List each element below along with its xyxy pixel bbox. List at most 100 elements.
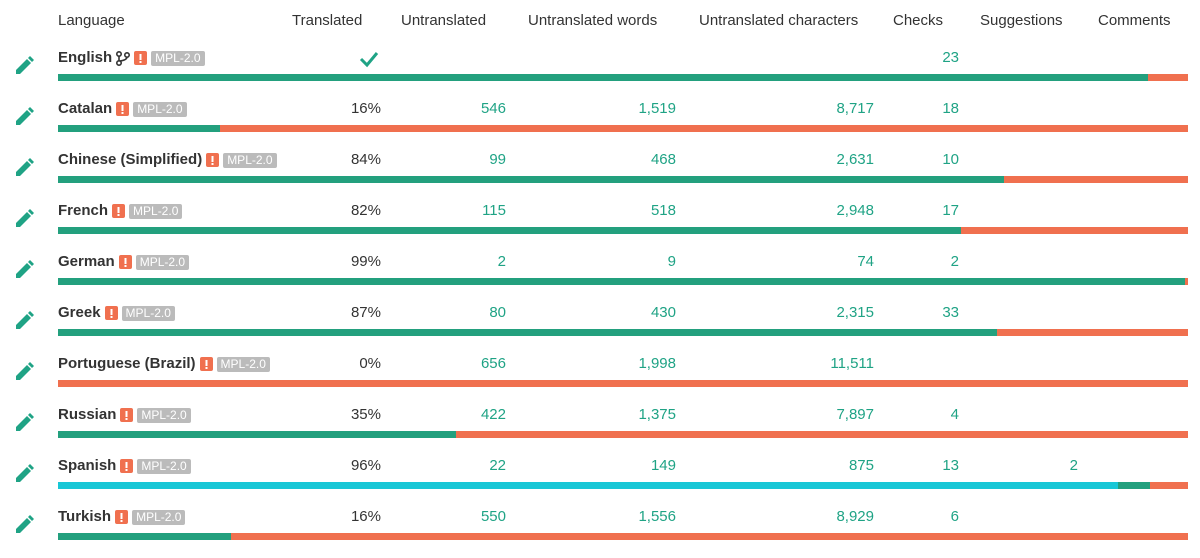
progress-bar <box>58 482 1188 489</box>
alert-icon <box>118 255 132 269</box>
language-name[interactable]: French <box>58 202 109 219</box>
edit-button[interactable] <box>14 360 36 382</box>
license-badge: MPL-2.0 <box>132 509 186 525</box>
checks-cell: 6 <box>950 508 959 525</box>
untranslated-characters-cell: 8,717 <box>836 100 874 117</box>
license-badge: MPL-2.0 <box>137 458 191 474</box>
untranslated-words-cell: 149 <box>650 457 676 474</box>
progress-bar <box>58 380 1188 387</box>
language-name[interactable]: Greek <box>58 304 101 321</box>
translated-cell: 82% <box>350 202 381 219</box>
language-cell: Russian MPL-2.0 <box>58 406 191 424</box>
alert-icon <box>120 459 134 473</box>
untranslated-cell: 2 <box>497 253 506 270</box>
license-badge: MPL-2.0 <box>137 407 191 423</box>
translated-cell: 87% <box>350 304 381 321</box>
license-badge: MPL-2.0 <box>129 203 183 219</box>
edit-button[interactable] <box>14 207 36 229</box>
language-name[interactable]: Spanish <box>58 457 117 474</box>
column-header: Untranslated <box>401 12 487 29</box>
alert-icon <box>112 204 126 218</box>
license-badge: MPL-2.0 <box>151 50 205 66</box>
progress-bar <box>58 176 1188 183</box>
translated-cell: 96% <box>350 457 381 474</box>
column-header: Translated <box>292 12 363 29</box>
translated-segment <box>58 74 1149 81</box>
language-cell: German MPL-2.0 <box>58 253 190 271</box>
checks-cell: 10 <box>942 151 959 168</box>
alert-icon <box>134 51 148 65</box>
translated-cell: 0% <box>359 355 381 372</box>
license-badge: MPL-2.0 <box>135 254 190 270</box>
untranslated-characters-cell: 74 <box>857 253 874 270</box>
language-name[interactable]: English <box>58 49 113 66</box>
progress-bar <box>58 74 1188 81</box>
progress-bar <box>58 431 1188 438</box>
license-badge: MPL-2.0 <box>216 356 270 372</box>
translated-cell: 99% <box>350 253 381 270</box>
untranslated-characters-cell: 8,929 <box>836 508 874 525</box>
column-header: Checks <box>893 12 944 29</box>
language-name[interactable]: Turkish <box>58 508 112 525</box>
language-name[interactable]: Chinese (Simplified) <box>58 151 203 168</box>
checks-cell: 23 <box>942 49 959 66</box>
source-icon <box>116 50 131 66</box>
suggestions-cell: 2 <box>1069 457 1078 474</box>
untranslated-characters-cell: 11,511 <box>830 355 874 372</box>
checks-cell: 18 <box>942 100 959 117</box>
language-cell: Greek MPL-2.0 <box>58 304 175 322</box>
alert-icon <box>116 102 130 116</box>
language-name[interactable]: Catalan <box>58 100 113 117</box>
language-name[interactable]: German <box>58 253 115 270</box>
column-header: Untranslated words <box>528 12 658 29</box>
progress-bar <box>58 278 1188 285</box>
edit-button[interactable] <box>14 309 36 331</box>
edit-button[interactable] <box>14 105 36 127</box>
checks-cell: 33 <box>942 304 959 321</box>
untranslated-characters-cell: 875 <box>848 457 874 474</box>
language-cell: Chinese (Simplified) MPL-2.0 <box>58 151 277 169</box>
untranslated-cell: 656 <box>480 355 506 372</box>
translated-segment <box>58 227 961 234</box>
complete-check <box>359 50 379 68</box>
license-badge: MPL-2.0 <box>223 152 277 168</box>
untranslated-words-cell: 1,998 <box>638 355 676 372</box>
untranslated-cell: 99 <box>489 151 506 168</box>
progress-bar <box>58 227 1188 234</box>
untranslated-words-cell: 1,519 <box>638 100 676 117</box>
language-cell: English MPL-2.0 <box>58 49 205 67</box>
edit-button[interactable] <box>14 411 36 433</box>
license-badge: MPL-2.0 <box>133 101 187 117</box>
untranslated-cell: 22 <box>489 457 506 474</box>
alert-icon <box>206 153 220 167</box>
untranslated-cell: 546 <box>480 100 506 117</box>
language-cell: Portuguese (Brazil) MPL-2.0 <box>58 355 270 373</box>
translated-cell: 16% <box>350 508 381 525</box>
license-badge: MPL-2.0 <box>121 305 175 321</box>
language-name[interactable]: Portuguese (Brazil) <box>58 355 196 372</box>
edit-button[interactable] <box>14 54 36 76</box>
edit-button[interactable] <box>14 156 36 178</box>
untranslated-cell: 422 <box>480 406 506 423</box>
progress-bar <box>58 533 1188 540</box>
edit-button[interactable] <box>14 258 36 280</box>
untranslated-cell: 80 <box>489 304 506 321</box>
column-header: Language <box>58 12 125 29</box>
untranslated-characters-cell: 2,948 <box>836 202 874 219</box>
column-header: Suggestions <box>980 12 1063 29</box>
untranslated-words-cell: 1,375 <box>638 406 676 423</box>
alert-icon <box>120 408 134 422</box>
edit-button[interactable] <box>14 462 36 484</box>
translated-segment <box>58 176 1004 183</box>
checks-cell: 13 <box>942 457 959 474</box>
alert-icon <box>115 510 129 524</box>
untranslated-words-cell: 1,556 <box>638 508 676 525</box>
column-header: Untranslated characters <box>699 12 859 29</box>
translated-segment <box>58 431 456 438</box>
untranslated-words-cell: 468 <box>650 151 676 168</box>
language-name[interactable]: Russian <box>58 406 117 423</box>
edit-button[interactable] <box>14 513 36 535</box>
checks-cell: 2 <box>950 253 959 270</box>
checks-cell: 4 <box>950 406 959 423</box>
